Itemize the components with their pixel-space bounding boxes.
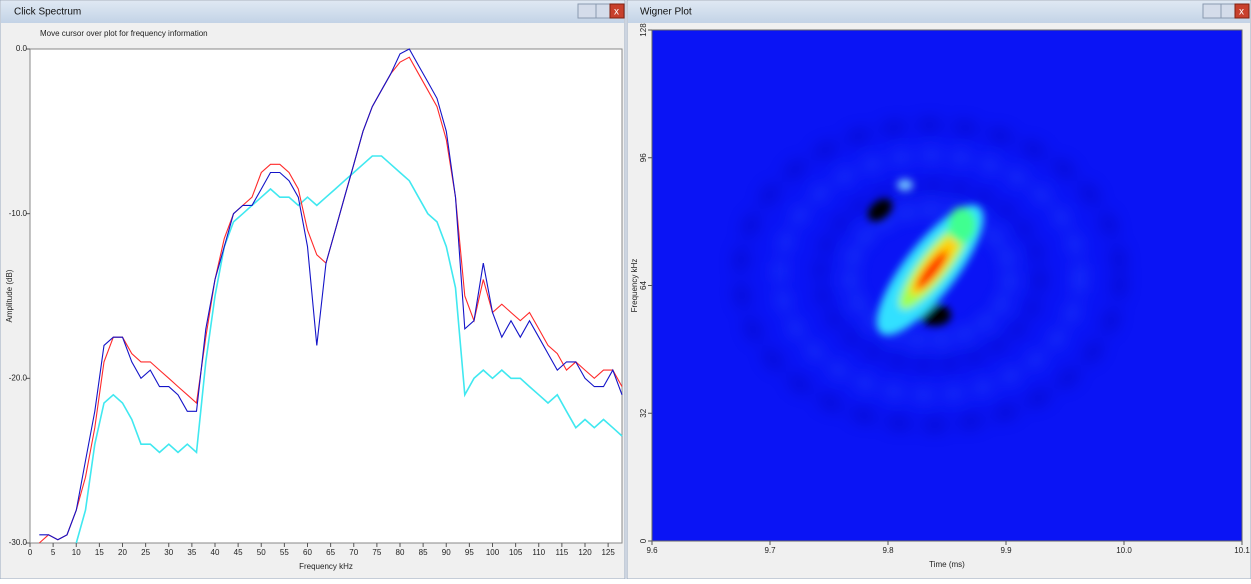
x-tick-label: 65 [326,548,335,557]
x-tick-label: 5 [51,548,56,557]
x-tick-label: 85 [419,548,428,557]
spectrum-line [75,155,623,544]
y-tick-label: 64 [639,281,648,290]
y-tick-label: -30.0 [9,538,28,547]
x-tick-label: 30 [164,548,173,557]
x-tick-label: 10.0 [1116,546,1132,555]
x-tick-label: 55 [280,548,289,557]
maximize-button[interactable] [1220,3,1236,19]
x-tick-label: 10 [72,548,81,557]
x-tick-label: 9.8 [882,546,894,555]
x-tick-label: 125 [601,548,615,557]
y-tick-label: 0 [639,538,648,543]
x-tick-label: 70 [349,548,358,557]
wigner-image [735,120,1125,430]
y-tick-label: 0.0 [16,44,28,53]
x-tick-label: 50 [257,548,266,557]
x-tick-label: 110 [532,548,545,557]
x-tick-label: 80 [396,548,405,557]
x-tick-label: 60 [303,548,312,557]
x-tick-label: 35 [187,548,196,557]
y-tick-label: 96 [639,153,648,162]
window-title: Wigner Plot [640,7,692,18]
x-tick-label: 45 [234,548,243,557]
close-icon: x [1239,7,1244,18]
x-tick-label: 115 [555,548,568,557]
x-tick-label: 10.1 [1234,546,1250,555]
x-tick-label: 90 [442,548,451,557]
x-tick-label: 25 [141,548,150,557]
x-axis-label: Time (ms) [929,560,965,569]
x-axis-label: Frequency kHz [299,562,353,571]
minimize-button[interactable] [577,3,597,19]
x-tick-label: 40 [211,548,220,557]
x-tick-label: 20 [118,548,127,557]
y-axis-label: Amplitude (dB) [5,269,14,322]
close-icon: x [614,7,619,18]
x-tick-label: 9.7 [764,546,776,555]
close-button[interactable] [1234,3,1250,19]
minimize-button[interactable] [1202,3,1222,19]
y-tick-label: -20.0 [9,373,28,382]
close-button[interactable] [609,3,625,19]
title-bar [628,1,1250,23]
plot-area [29,48,623,544]
spectrum-line [39,48,623,541]
y-axis-label: Frequency kHz [630,259,639,313]
x-tick-label: 9.9 [1000,546,1012,555]
x-tick-label: 0 [28,548,33,557]
x-tick-label: 75 [372,548,381,557]
x-tick-label: 15 [95,548,104,557]
y-tick-label: 32 [639,408,648,417]
y-tick-label: -10.0 [9,209,28,218]
y-tick-label: 128 [639,23,648,37]
maximize-button[interactable] [595,3,611,19]
x-tick-label: 100 [486,548,500,557]
x-tick-label: 95 [465,548,474,557]
hint-text: Move cursor over plot for frequency info… [40,29,208,38]
x-tick-label: 120 [578,548,592,557]
x-tick-label: 9.6 [646,546,658,555]
title-bar [1,1,624,23]
x-tick-label: 105 [509,548,523,557]
window-title: Click Spectrum [14,7,81,18]
